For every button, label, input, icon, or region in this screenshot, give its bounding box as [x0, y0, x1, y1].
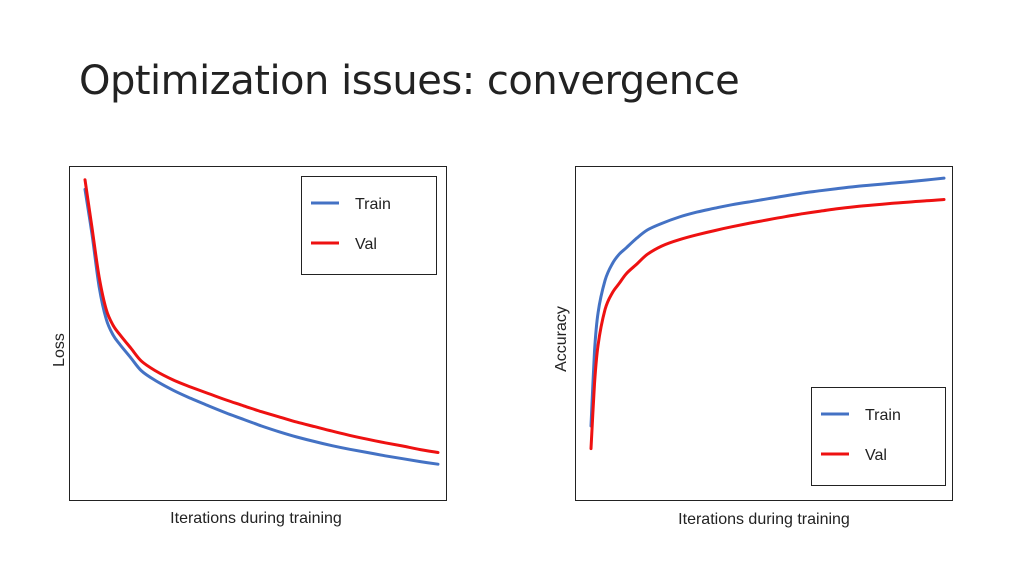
legend-box: [811, 387, 946, 486]
y-axis-label: Accuracy: [553, 306, 570, 372]
legend: Train Val: [811, 387, 946, 486]
x-axis-label: Iterations during training: [678, 511, 850, 528]
legend-label-train: Train: [865, 407, 901, 424]
legend-label-val: Val: [355, 236, 377, 253]
accuracy-chart: Accuracy Train Val Iterations during trai…: [553, 166, 953, 528]
plot-area: [589, 176, 946, 451]
series-line-train: [589, 176, 946, 428]
series-line-train: [83, 187, 440, 466]
series-line-val: [589, 198, 946, 451]
legend: Train Val: [301, 176, 437, 275]
legend-label-val: Val: [865, 447, 887, 464]
legend-box: [301, 176, 437, 275]
plot-area: [83, 178, 440, 466]
x-axis-label: Iterations during training: [170, 510, 342, 527]
loss-chart: Loss Train Val Iterations during training: [51, 166, 447, 527]
y-axis-label: Loss: [51, 333, 68, 367]
series-line-val: [83, 178, 440, 454]
slide-title: Optimization issues: convergence: [79, 58, 740, 104]
legend-label-train: Train: [355, 196, 391, 213]
